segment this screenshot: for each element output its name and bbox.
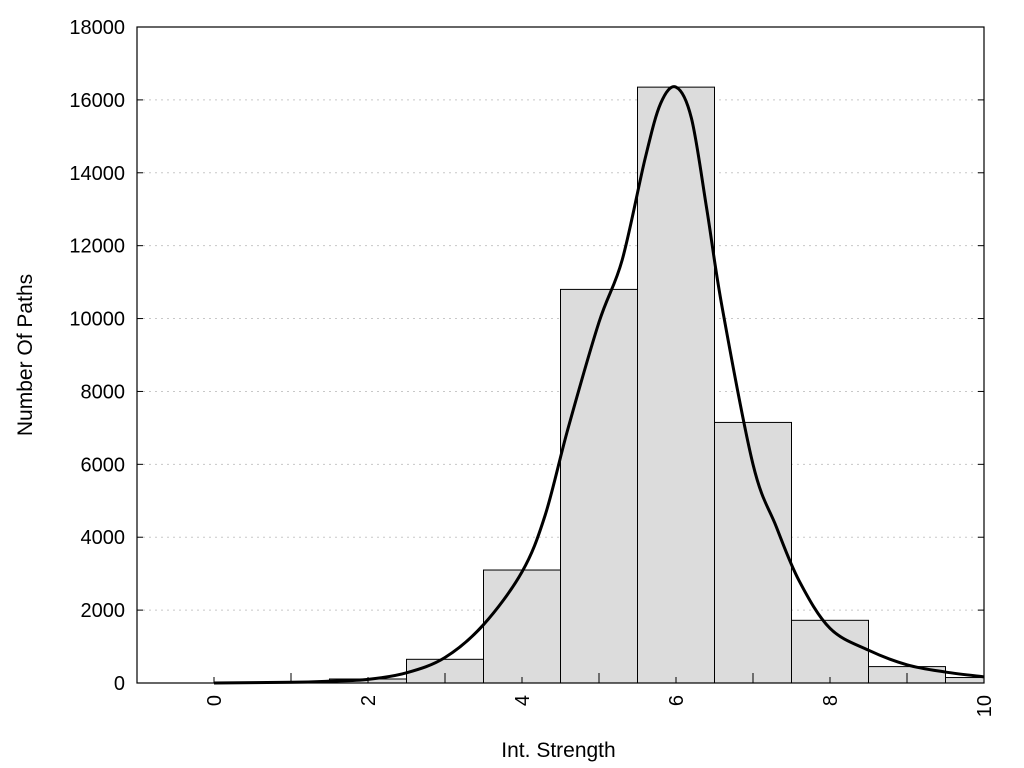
y-tick-label: 14000 xyxy=(69,163,125,185)
x-tick-label: 6 xyxy=(666,695,688,706)
x-tick-label: 4 xyxy=(512,695,534,706)
histogram-bar xyxy=(945,677,985,684)
y-axis-title: Number Of Paths xyxy=(14,274,37,436)
x-tick-label: 8 xyxy=(820,695,842,706)
x-axis-title: Int. Strength xyxy=(501,739,615,762)
y-tick-label: 0 xyxy=(114,673,125,695)
y-tick-label: 12000 xyxy=(69,236,125,258)
x-tick-label: 0 xyxy=(204,695,226,706)
histogram-bar xyxy=(560,288,638,684)
y-tick-label: 6000 xyxy=(81,454,126,476)
plot-frame xyxy=(136,26,985,684)
x-tick-label: 10 xyxy=(974,695,996,717)
y-tick-label: 16000 xyxy=(69,90,125,112)
fit-curve xyxy=(213,85,985,685)
histogram-bar xyxy=(483,569,561,684)
y-tick-label: 8000 xyxy=(81,381,126,403)
axis-ticks: 0 2000 4000 6000 8000 10000 12000 14000 16000 180… xyxy=(69,17,996,717)
histogram-bars xyxy=(252,86,985,684)
y-tick-label: 10000 xyxy=(69,309,125,331)
y-tick-label: 18000 xyxy=(69,17,125,39)
x-tick-label: 2 xyxy=(358,695,380,706)
y-tick-label: 4000 xyxy=(81,527,126,549)
histogram-bar xyxy=(791,619,869,684)
y-tick-label: 2000 xyxy=(81,600,126,622)
fit-curve-layer xyxy=(213,85,985,685)
